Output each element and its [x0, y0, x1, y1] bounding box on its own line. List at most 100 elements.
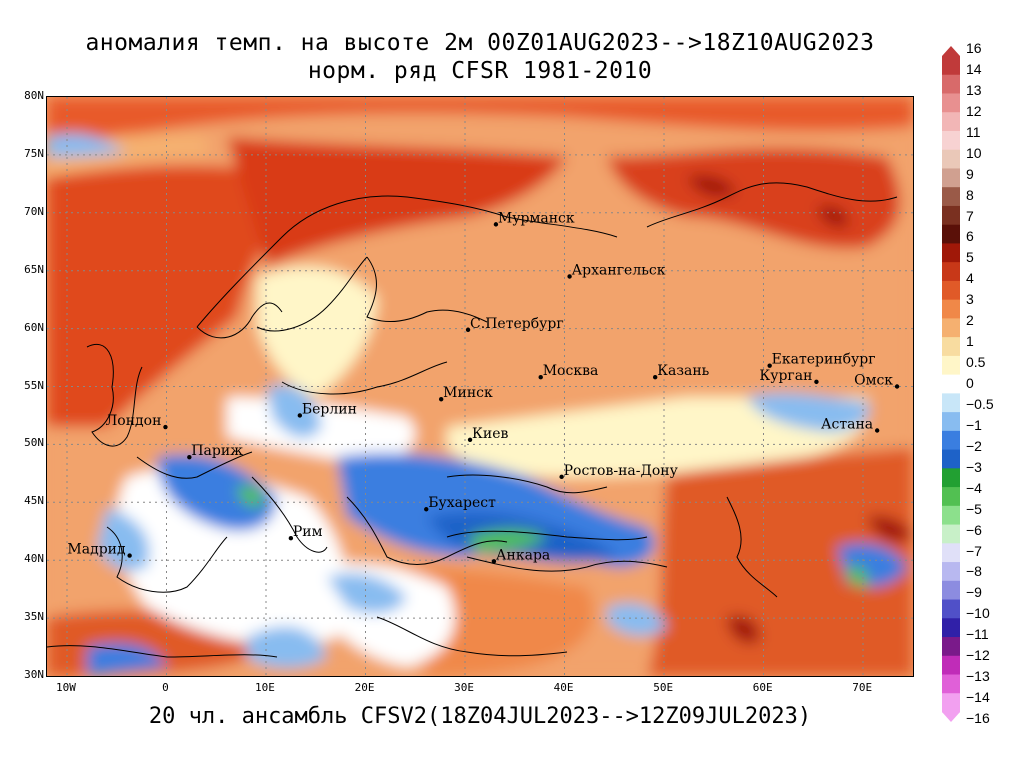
city-label: Москва	[543, 363, 599, 379]
colorbar-swatch	[942, 224, 960, 244]
city-label: С.Петербург	[470, 316, 564, 332]
lat-tick-label: 75N	[24, 146, 44, 160]
colorbar-swatch	[942, 487, 960, 507]
lat-tick-label: 80N	[24, 89, 44, 102]
lat-tick-label: 45N	[24, 494, 44, 508]
colorbar-swatch	[942, 187, 960, 207]
colorbar-label: 8	[966, 186, 974, 203]
colorbar-bottom-arrow	[942, 712, 960, 722]
city-label: Берлин	[302, 401, 357, 417]
city-marker	[652, 375, 658, 380]
colorbar-label: 5	[966, 249, 974, 266]
lat-tick-label: 40N	[24, 552, 44, 566]
colorbar-swatch	[942, 168, 960, 188]
city-marker	[467, 437, 473, 442]
city-label: Киев	[472, 426, 508, 442]
city-marker	[297, 413, 303, 418]
city-marker	[163, 424, 168, 430]
city-label: Архангельск	[572, 262, 666, 278]
city-label: Екатеринбург	[772, 352, 876, 368]
colorbar-swatch	[942, 393, 960, 413]
colorbar-swatch	[942, 112, 960, 132]
colorbar-label: −12	[966, 647, 990, 664]
colorbar-swatch	[942, 618, 960, 638]
lon-tick-label: 20E	[354, 681, 375, 694]
colorbar-label: −0.5	[966, 395, 994, 412]
colorbar-label: 10	[966, 144, 982, 161]
colorbar-swatch	[942, 262, 960, 282]
colorbar-label: 0.5	[966, 354, 986, 371]
colorbar-swatch	[942, 505, 960, 526]
colorbar-swatch	[942, 130, 960, 151]
colorbar-swatch	[942, 299, 960, 319]
city-marker	[874, 428, 880, 433]
lat-tick-label: 65N	[24, 262, 44, 276]
colorbar-label: −8	[966, 563, 982, 580]
colorbar-swatch	[942, 599, 960, 619]
city-marker	[491, 559, 497, 564]
city-marker	[493, 222, 499, 227]
lon-tick-label: 10W	[55, 681, 76, 694]
city-label: Рим	[293, 524, 323, 540]
city-label: Ростов-на-Дону	[564, 463, 679, 479]
lat-tick-label: 70N	[24, 204, 44, 218]
colorbar-label: −2	[966, 437, 982, 454]
lon-tick-label: 30E	[454, 681, 474, 694]
city-label: Курган	[759, 368, 812, 384]
colorbar-label: 3	[966, 291, 974, 308]
colorbar-swatch	[942, 93, 960, 113]
colorbar-label: 7	[966, 207, 974, 224]
colorbar-label: 1	[966, 333, 974, 350]
colorbar-swatch	[942, 149, 960, 169]
colorbar-top-arrow	[942, 46, 960, 56]
colorbar-label: 4	[966, 270, 974, 287]
coastlines	[47, 182, 898, 658]
colorbar-label: −5	[966, 500, 982, 517]
colorbar-swatch	[942, 355, 960, 376]
colorbar-label: 9	[966, 165, 974, 182]
city-marker	[424, 507, 429, 512]
map-title-line1: аномалия темп. на высоте 2м 00Z01AUG2023…	[85, 30, 875, 56]
city-label: Анкара	[496, 547, 550, 563]
colorbar-swatch	[942, 280, 960, 301]
colorbar-label: 14	[966, 60, 982, 77]
city-marker	[767, 363, 772, 368]
colorbar-swatch	[942, 205, 960, 226]
colorbar-label: 13	[966, 81, 982, 98]
city-marker	[187, 454, 192, 460]
colorbar-swatch	[942, 243, 960, 263]
city-label: Мурманск	[498, 210, 575, 226]
colorbar-label: −16	[966, 710, 990, 726]
colorbar-swatch	[942, 543, 960, 563]
colorbar-label: −3	[966, 458, 982, 475]
colorbar-swatch	[942, 693, 960, 713]
colorbar-swatch	[942, 412, 960, 432]
colorbar-label: −14	[966, 689, 990, 706]
lon-tick-label: 0	[162, 681, 169, 694]
colorbar	[942, 46, 960, 722]
colorbar-label: 12	[966, 102, 982, 119]
city-marker	[559, 474, 564, 480]
colorbar-swatch	[942, 468, 960, 488]
colorbar-swatch	[942, 74, 960, 94]
city-marker	[538, 375, 543, 380]
map-title-line2: норм. ряд CFSR 1981-2010	[307, 58, 653, 84]
colorbar-label: −10	[966, 605, 990, 622]
lon-tick-label: 40E	[553, 681, 574, 694]
colorbar-swatch	[942, 56, 960, 76]
colorbar-swatch	[942, 430, 960, 451]
city-marker	[127, 553, 132, 558]
colorbar-swatch	[942, 318, 960, 338]
colorbar-swatch	[942, 374, 960, 394]
city-label: Бухарест	[428, 495, 496, 511]
city-marker	[288, 535, 294, 541]
colorbar-label: −11	[966, 626, 989, 643]
colorbar-label: 0	[966, 375, 974, 391]
lat-tick-label: 30N	[24, 668, 44, 681]
lat-tick-label: 50N	[24, 436, 44, 450]
colorbar-swatch	[942, 674, 960, 694]
colorbar-label: −6	[966, 521, 982, 538]
city-label: Астана	[821, 417, 873, 433]
graticule	[47, 97, 913, 676]
temperature-anomaly-map: Мурманск Архангельск С.Петербург Москва Каза…	[46, 96, 914, 677]
